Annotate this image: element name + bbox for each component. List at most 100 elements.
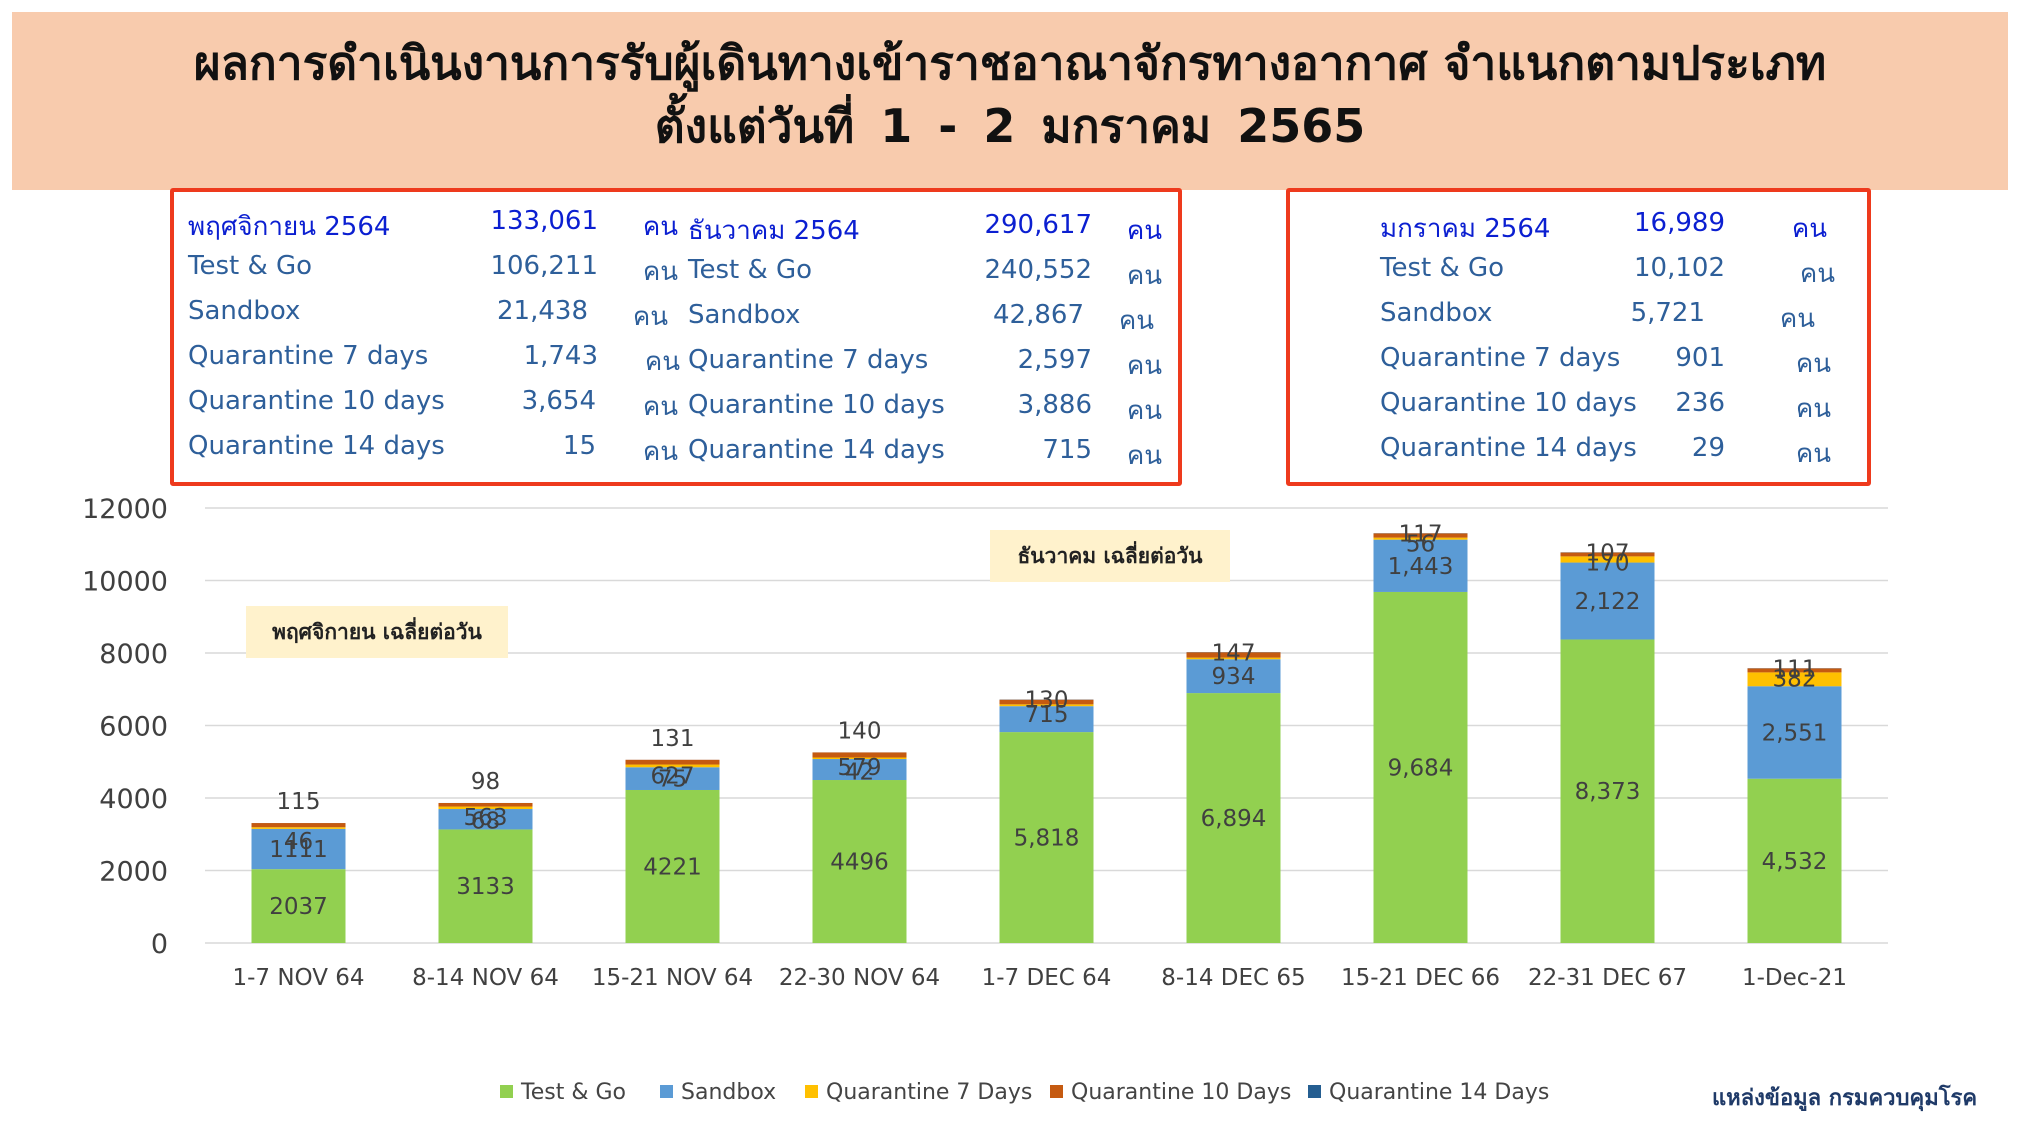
bar-segment — [1186, 659, 1281, 694]
page-title: ผลการดำเนินงานการรับผู้เดินทางเข้าราชอาณ… — [193, 36, 1827, 90]
december-title: ธันวาคม 2564 — [688, 216, 860, 246]
data-label: 4221 — [643, 854, 702, 880]
january-row: Test & Go 10,102 คน — [1380, 253, 1835, 293]
legend-label: Quarantine 7 Days — [826, 1080, 1033, 1105]
data-label: 111 — [1773, 656, 1817, 682]
category-value: 901 — [1675, 343, 1725, 373]
bar-segment — [999, 699, 1094, 705]
unit-label: คน — [1795, 394, 1831, 424]
december-row: Quarantine 14 days 715 คน — [688, 435, 1162, 475]
unit-label: คน — [1791, 214, 1827, 244]
data-label: 147 — [1212, 640, 1256, 666]
november-title: พฤศจิกายน 2564 — [188, 212, 391, 242]
legend-swatch — [1050, 1085, 1063, 1098]
category-label: Quarantine 14 days — [688, 435, 945, 465]
data-label: 1111 — [269, 837, 328, 863]
bar-segment — [812, 752, 907, 758]
category-label: Quarantine 14 days — [1380, 433, 1637, 463]
data-label: 107 — [1586, 541, 1630, 567]
unit-label: คน — [642, 212, 678, 242]
unit-label: คน — [642, 437, 678, 467]
bar-segment — [812, 780, 907, 943]
data-label: 1,443 — [1388, 554, 1454, 580]
bar-segment — [251, 828, 346, 870]
summary-box-january: มกราคม 2564 16,989 คน Test & Go 10,102 ค… — [1286, 188, 1871, 486]
january-row: Quarantine 7 days 901 คน — [1380, 343, 1835, 383]
data-label: 75 — [658, 767, 687, 793]
data-label: 46 — [284, 829, 313, 855]
data-label: 9,684 — [1388, 755, 1454, 781]
data-label: 68 — [471, 809, 500, 835]
category-value: 106,211 — [490, 251, 598, 281]
november-row: Quarantine 14 days 15 คน — [188, 431, 678, 471]
november-row: Sandbox 21,438 คน — [188, 296, 678, 336]
data-label: 56 — [1406, 532, 1435, 558]
data-label: 4,532 — [1762, 849, 1828, 875]
data-label: 3133 — [456, 874, 515, 900]
november-summary: พฤศจิกายน 2564 133,061 คน Test & Go 106,… — [188, 206, 680, 476]
data-label: 579 — [838, 755, 882, 781]
category-label: Quarantine 14 days — [188, 431, 445, 461]
category-value: 29 — [1691, 433, 1725, 463]
bar-segment — [999, 704, 1094, 707]
unit-label: คน — [1126, 441, 1162, 471]
category-label: Sandbox — [688, 300, 801, 330]
category-value: 10,102 — [1634, 253, 1725, 283]
unit-label: คน — [1126, 351, 1162, 381]
bar-segment — [1373, 533, 1468, 538]
x-tick-label: 1-7 DEC 64 — [982, 965, 1112, 991]
y-tick-label: 2000 — [99, 857, 168, 888]
unit-label: คน — [1126, 396, 1162, 426]
december-summary: ธันวาคม 2564 290,617 คน Test & Go 240,55… — [688, 210, 1162, 480]
data-source: แหล่งข้อมูล กรมควบคุมโรค — [1712, 1086, 1978, 1111]
category-label: Quarantine 7 days — [688, 345, 929, 375]
bar-segment — [1560, 556, 1655, 563]
page-subtitle: ตั้งแต่วันที่ 1 - 2 มกราคม 2565 — [654, 99, 1366, 153]
bar-segment — [438, 806, 533, 810]
legend-item-quarantine-7: Quarantine 7 Days — [805, 1080, 1032, 1105]
legend-swatch — [660, 1085, 673, 1098]
bar-segment — [812, 757, 907, 760]
legend-label: Sandbox — [681, 1080, 777, 1105]
unit-label: คน — [644, 347, 680, 377]
category-label: Quarantine 10 days — [688, 390, 945, 420]
unit-label: คน — [632, 302, 668, 332]
x-tick-label: 15-21 NOV 64 — [592, 965, 753, 991]
november-total: 133,061 — [490, 206, 598, 236]
y-tick-label: 8000 — [99, 639, 168, 670]
bar-segment — [999, 732, 1094, 943]
bar-segment — [1186, 657, 1281, 660]
legend-item-quarantine-10: Quarantine 10 Days — [1050, 1080, 1291, 1105]
bar-segment — [625, 767, 720, 790]
legend-item-quarantine-14: Quarantine 14 Days — [1308, 1080, 1549, 1105]
category-label: Test & Go — [1380, 253, 1505, 283]
january-row: Sandbox 5,721 คน — [1380, 298, 1835, 338]
bar-segment — [438, 809, 533, 830]
bar-segment — [1373, 537, 1468, 540]
y-tick-label: 10000 — [82, 567, 168, 598]
unit-label: คน — [1795, 439, 1831, 469]
category-value: 42,867 — [993, 300, 1084, 330]
legend-label: Test & Go — [521, 1080, 626, 1105]
january-total-row: มกราคม 2564 16,989 คน — [1380, 208, 1835, 248]
legend-label: Quarantine 10 Days — [1071, 1080, 1292, 1105]
category-label: Quarantine 7 days — [1380, 343, 1621, 373]
y-tick-label: 0 — [151, 929, 168, 960]
category-label: Quarantine 10 days — [1380, 388, 1637, 418]
january-row: Quarantine 10 days 236 คน — [1380, 388, 1835, 428]
bar-segment — [625, 764, 720, 768]
bar-segment — [1373, 591, 1468, 943]
x-tick-label: 8-14 NOV 64 — [412, 965, 559, 991]
bar-segment — [438, 803, 533, 807]
bar-segment — [999, 706, 1094, 733]
bar-segment — [812, 759, 907, 781]
bar-segment — [625, 759, 720, 765]
bar-segment — [251, 827, 346, 829]
x-tick-label: 15-21 DEC 66 — [1341, 965, 1500, 991]
december-total: 290,617 — [984, 210, 1092, 240]
category-label: Sandbox — [188, 296, 301, 326]
unit-label: คน — [1795, 349, 1831, 379]
header-banner: ผลการดำเนินงานการรับผู้เดินทางเข้าราชอาณ… — [12, 12, 2008, 190]
category-label: Quarantine 10 days — [188, 386, 445, 416]
y-tick-label: 12000 — [82, 494, 168, 525]
